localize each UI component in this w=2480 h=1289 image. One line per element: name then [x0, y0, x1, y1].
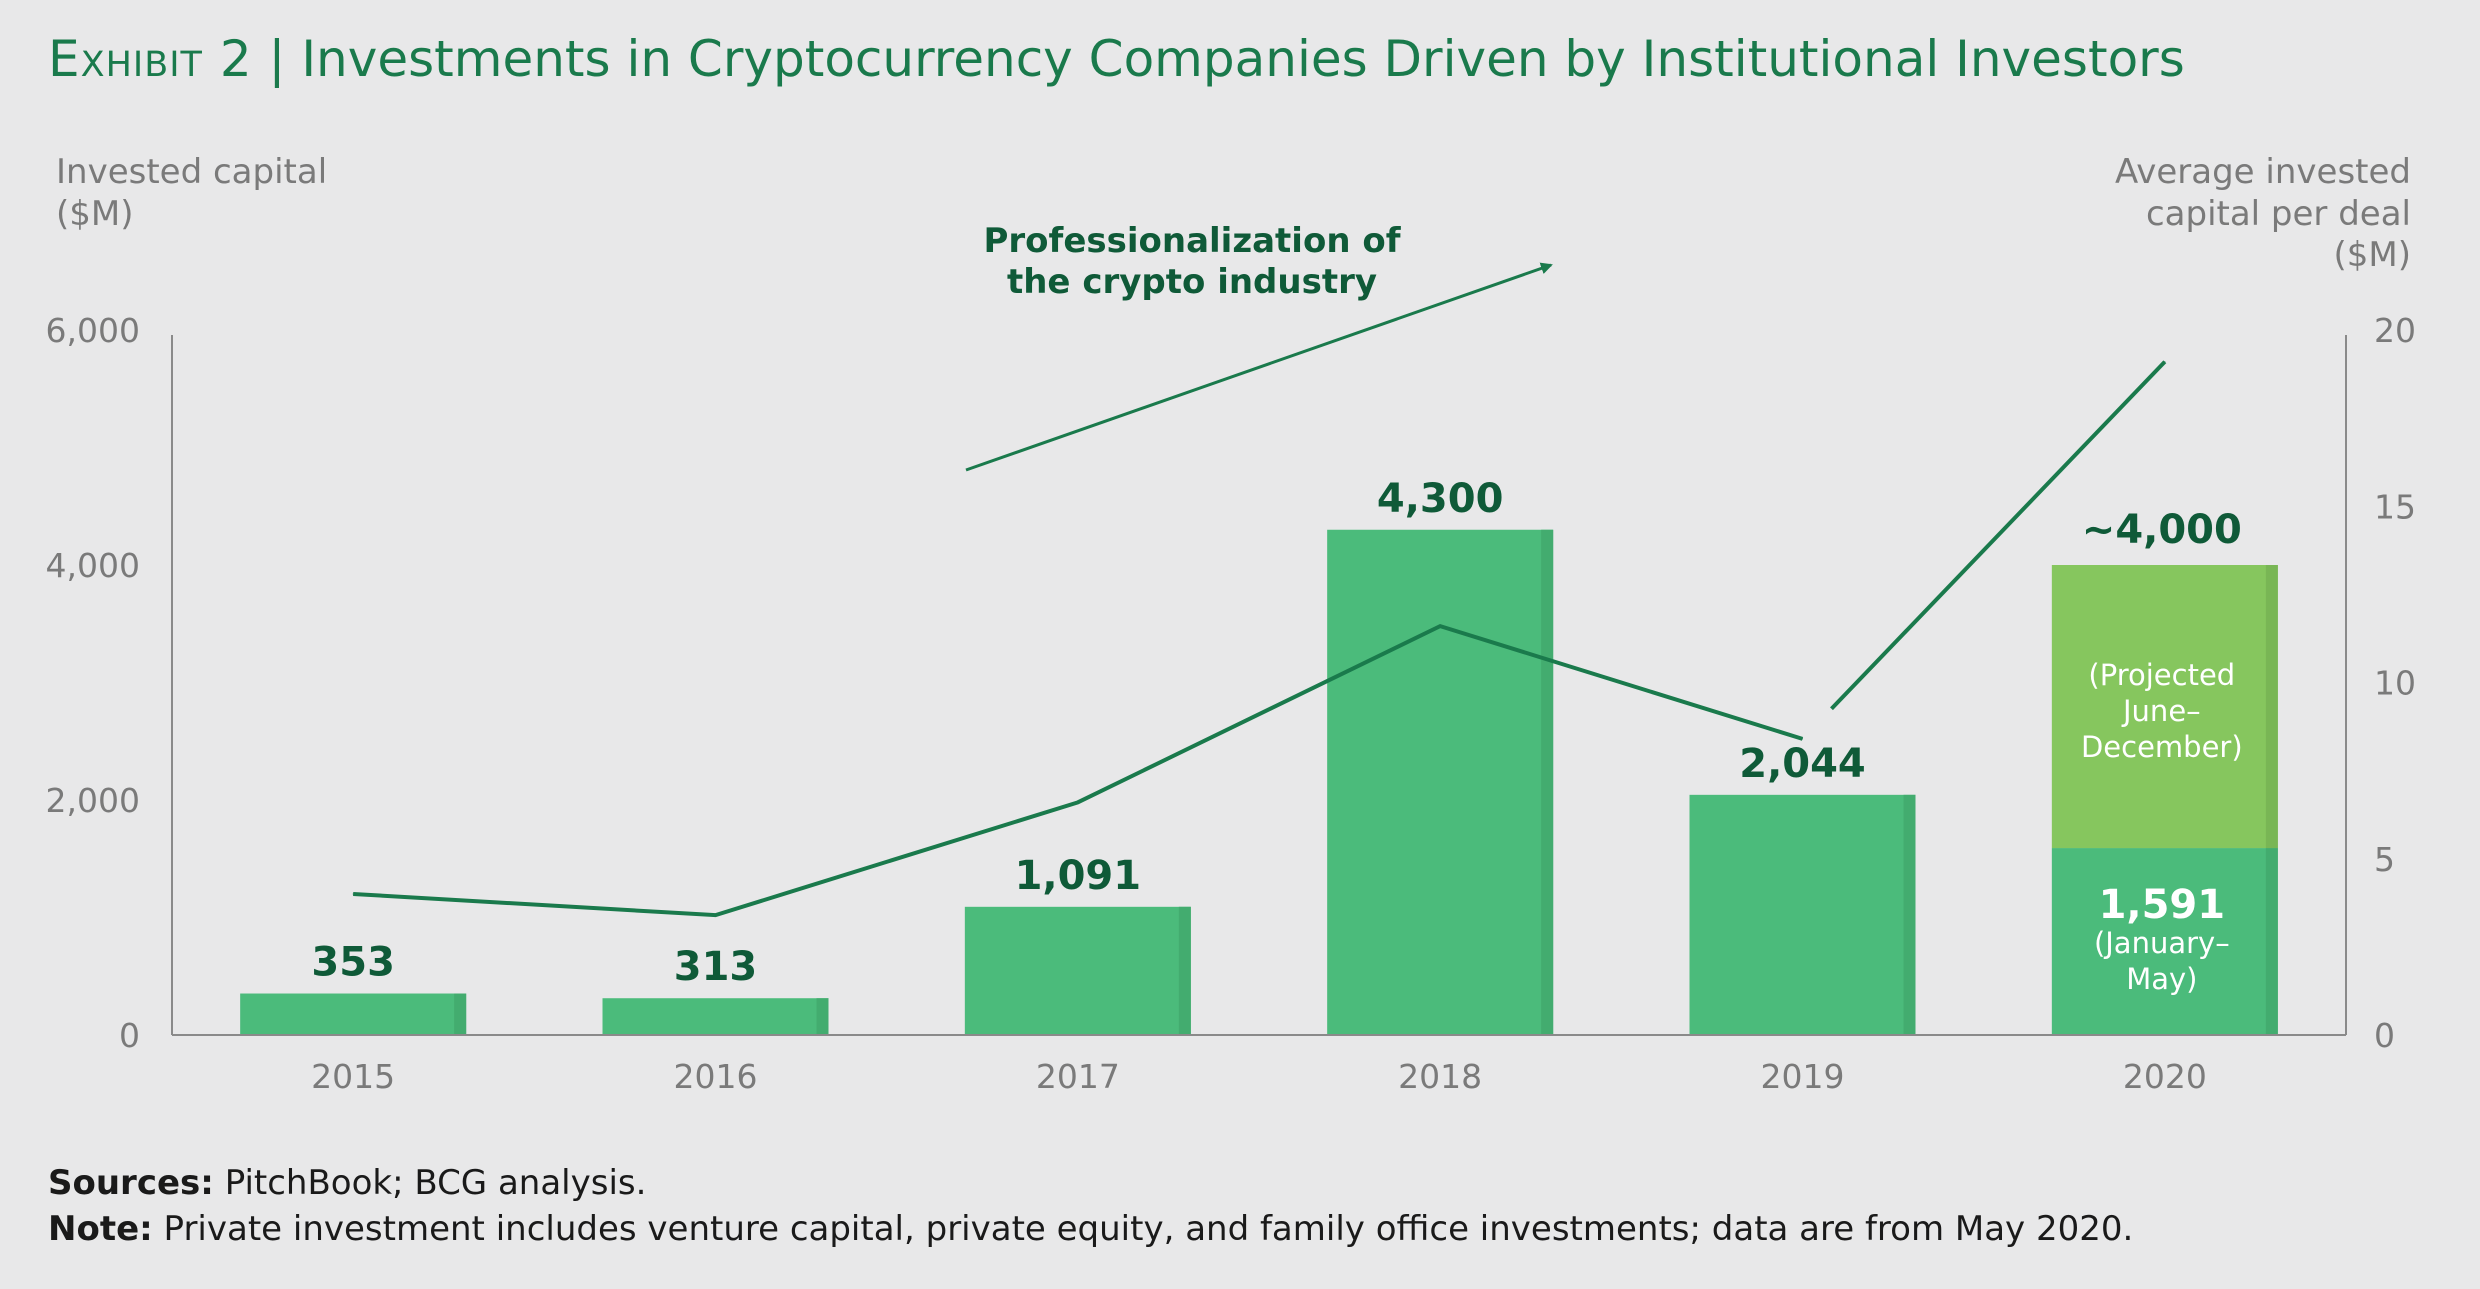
- bar-shade-2017: [1178, 906, 1191, 1035]
- bar-shade-2015: [454, 993, 467, 1035]
- left-tick-label: 4,000: [46, 546, 140, 585]
- projected-note-line: December): [2081, 730, 2243, 764]
- category-label-2019: 2019: [1761, 1057, 1845, 1096]
- annotation-line1: Professionalization of: [983, 221, 1401, 261]
- projected-total-label: ~4,000: [2082, 507, 2242, 553]
- value-label-2018: 4,300: [1377, 476, 1504, 522]
- sources-line: Sources: PitchBook; BCG analysis.: [48, 1160, 2133, 1206]
- actual-period-note-line: May): [2126, 962, 2197, 996]
- category-label-2018: 2018: [1398, 1057, 1482, 1096]
- bar-2020: [2051, 848, 2278, 1035]
- projected-note-line: (Projected: [2088, 658, 2235, 692]
- bar-2016: [602, 998, 829, 1035]
- right-tick-label: 10: [2374, 664, 2416, 703]
- category-label-2017: 2017: [1036, 1057, 1120, 1096]
- right-axis-title-line2: capital per deal: [2146, 194, 2411, 234]
- right-tick-label: 5: [2374, 840, 2395, 879]
- left-axis-unit: ($M): [56, 194, 134, 234]
- bar-2018: [1327, 529, 1554, 1035]
- category-label-2016: 2016: [674, 1057, 758, 1096]
- left-tick-label: 2,000: [46, 781, 140, 820]
- value-label-2019: 2,044: [1739, 741, 1866, 787]
- bar-2019: [1689, 794, 1916, 1035]
- trend-arrow: [965, 262, 1553, 472]
- note-text: Private investment includes venture capi…: [163, 1209, 2134, 1249]
- left-tick-label: 0: [119, 1016, 140, 1055]
- bar-shade-2018: [1541, 529, 1554, 1035]
- sources-label: Sources:: [48, 1163, 214, 1203]
- avg-deal-line-segment-2: [1830, 360, 2167, 711]
- value-label-2017: 1,091: [1015, 853, 1142, 899]
- bar-projected-shade-2020: [2265, 565, 2278, 849]
- category-label-2015: 2015: [311, 1057, 395, 1096]
- note-line: Note: Private investment includes ventur…: [48, 1206, 2133, 1252]
- left-axis-title: Invested capital: [56, 152, 327, 192]
- note-label: Note:: [48, 1209, 153, 1249]
- right-axis-unit: ($M): [2334, 235, 2412, 275]
- bar-shade-2016: [816, 998, 829, 1035]
- value-label-2016: 313: [674, 944, 758, 990]
- avg-deal-point-2017: [1077, 801, 1079, 803]
- annotation-line2: the crypto industry: [1007, 262, 1377, 302]
- bar-2017: [964, 906, 1191, 1035]
- avg-deal-point-2019: [1802, 738, 1803, 740]
- avg-deal-point-2015: [352, 893, 354, 895]
- bar-projected-2020: [2051, 565, 2278, 849]
- title-text: Investments in Cryptocurrency Companies …: [301, 30, 2185, 88]
- projected-note-line: June–: [2121, 694, 2201, 728]
- title-separator: |: [268, 30, 286, 88]
- avg-deal-point-2020: [2164, 361, 2166, 363]
- value-label-2015: 353: [311, 940, 395, 986]
- category-label-2020: 2020: [2123, 1057, 2207, 1096]
- bar-shade-2019: [1903, 794, 1916, 1035]
- right-tick-label: 0: [2374, 1016, 2395, 1055]
- exhibit-number: Exhibit 2: [48, 30, 253, 88]
- right-tick-label: 20: [2374, 311, 2416, 350]
- right-axis-title: Average invested: [2115, 152, 2411, 192]
- exhibit-title: Exhibit 2 | Investments in Cryptocurrenc…: [48, 30, 2185, 88]
- right-tick-label: 15: [2374, 487, 2416, 526]
- bar-shade-2020: [2265, 848, 2278, 1035]
- avg-deal-point-2018: [1439, 625, 1441, 627]
- actual-period-note-line: (January–: [2094, 926, 2230, 960]
- sources-text: PitchBook; BCG analysis.: [224, 1163, 647, 1203]
- value-label-2020: 1,591: [2099, 882, 2226, 928]
- left-tick-label: 6,000: [46, 311, 140, 350]
- bar-2015: [240, 993, 467, 1035]
- notes: Sources: PitchBook; BCG analysis. Note: …: [48, 1160, 2133, 1252]
- avg-deal-point-2016: [715, 914, 716, 916]
